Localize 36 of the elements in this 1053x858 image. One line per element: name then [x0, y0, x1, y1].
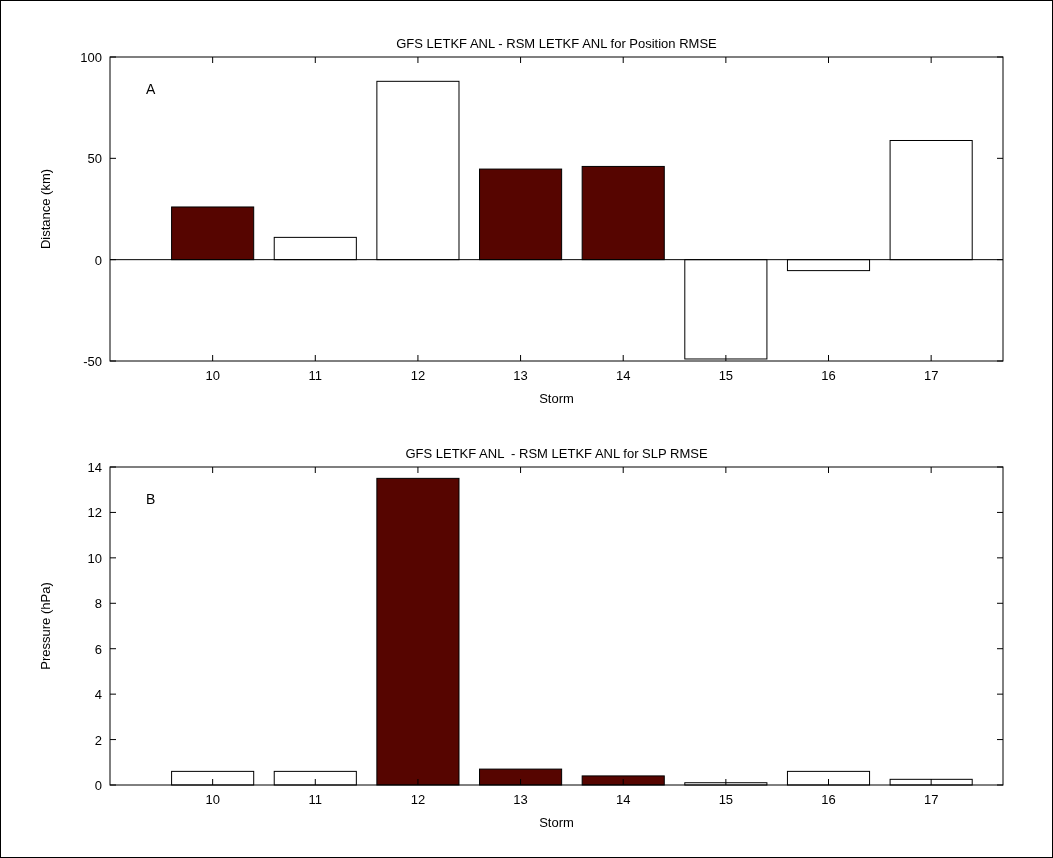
x-tick-label: 10 [205, 792, 220, 807]
x-tick-label: 17 [923, 792, 939, 807]
y-tick-label: 12 [87, 505, 102, 521]
x-tick-label: 13 [513, 368, 528, 383]
x-axis-title: Storm [539, 815, 574, 830]
y-tick-label: -50 [83, 354, 102, 369]
x-tick-label: 15 [718, 792, 734, 807]
x-tick-label: 14 [615, 792, 631, 807]
x-axis-title: Storm [539, 391, 574, 406]
y-axis-title: Pressure (hPa) [38, 582, 53, 670]
y-tick-label: 6 [94, 641, 102, 657]
annotation: A [146, 81, 156, 97]
y-tick-label: 50 [87, 151, 102, 167]
chart-title: GFS LETKF ANL - RSM LETKF ANL for SLP RMSE [405, 446, 708, 461]
x-tick-label: 12 [410, 792, 426, 807]
y-tick-label: 8 [94, 596, 102, 612]
y-tick-label: 2 [94, 732, 102, 748]
y-tick-label: 100 [80, 50, 102, 65]
y-tick-label: 0 [94, 252, 102, 268]
y-tick-label: 0 [94, 778, 102, 793]
x-tick-label: 17 [923, 368, 939, 383]
x-tick-label: 15 [718, 368, 734, 383]
annotation: B [146, 491, 156, 507]
x-tick-label: 14 [615, 368, 631, 383]
x-tick-label: 16 [821, 792, 836, 807]
x-tick-label: 12 [410, 368, 426, 383]
x-tick-label: 11 [308, 368, 323, 383]
y-tick-label: 4 [94, 687, 102, 703]
x-tick-label: 13 [513, 792, 528, 807]
y-tick-label: 10 [87, 550, 102, 566]
y-axis-title: Distance (km) [38, 168, 53, 250]
x-tick-label: 16 [821, 368, 836, 383]
y-tick-label: 14 [87, 460, 102, 475]
x-tick-label: 10 [205, 368, 220, 383]
chart-title: GFS LETKF ANL - RSM LETKF ANL for Position RMSE [396, 36, 718, 51]
x-tick-label: 11 [308, 792, 323, 807]
